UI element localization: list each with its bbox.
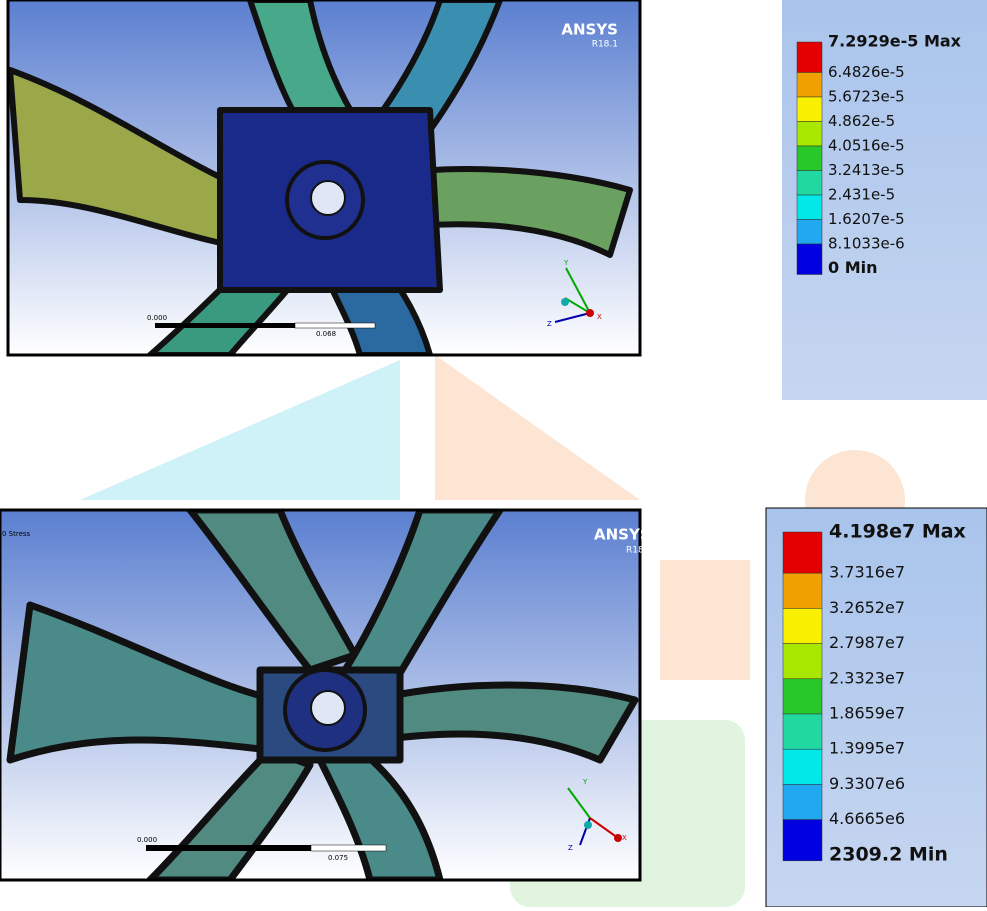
- legend-band: [797, 122, 822, 147]
- legend-band: [783, 644, 822, 679]
- screenshot: ANSYS R18.1 0.000 0.068 Y Z X 7.2929e-5 …: [0, 0, 987, 907]
- legend-band: [783, 608, 822, 643]
- legend-band: [797, 195, 822, 220]
- legend-band: [797, 42, 822, 73]
- legend-band: [783, 820, 822, 861]
- brand: ANSYS: [594, 526, 651, 544]
- legend-band: [783, 749, 822, 784]
- legend-band: [797, 220, 822, 245]
- legend-band: [797, 73, 822, 98]
- legend-label: 3.2413e-5: [828, 161, 905, 179]
- legend-band: [797, 171, 822, 196]
- legend-label: 0 Min: [828, 258, 878, 277]
- legend-label: 3.2652e7: [829, 598, 905, 617]
- scale-start: 0.000: [137, 836, 157, 844]
- legend-band: [783, 714, 822, 749]
- legend-label: 1.3995e7: [829, 739, 905, 758]
- legend-label: 3.7316e7: [829, 563, 905, 582]
- legend-label: 2309.2 Min: [829, 843, 948, 865]
- scale-end: 0.075: [328, 854, 348, 862]
- axis-label: X: [622, 834, 627, 842]
- legend-label: 2.7987e7: [829, 633, 905, 652]
- brand: ANSYS: [561, 21, 618, 39]
- legend-label: 6.4826e-5: [828, 63, 905, 81]
- legend-band: [797, 97, 822, 122]
- legend-label: 9.3307e6: [829, 774, 905, 793]
- legend-band: [783, 679, 822, 714]
- legend-label: 7.2929e-5 Max: [828, 32, 962, 51]
- legend-label: 4.0516e-5: [828, 137, 905, 155]
- legend-label: 4.862e-5: [828, 112, 895, 130]
- legend-label: 1.6207e-5: [828, 210, 905, 228]
- result-title: 0 Stress: [2, 530, 31, 538]
- axis-label: Z: [547, 320, 552, 328]
- legend-band: [797, 244, 822, 275]
- render-view: [0, 510, 640, 880]
- axis-label: Y: [563, 259, 569, 267]
- legend-label: 5.6723e-5: [828, 88, 905, 106]
- render-view: [8, 0, 640, 355]
- axis-label: Z: [568, 844, 573, 852]
- legend-band: [783, 532, 822, 573]
- legend-band: [783, 784, 822, 819]
- legend-label: 4.198e7 Max: [829, 521, 966, 543]
- legend-label: 1.8659e7: [829, 704, 905, 723]
- legend-label: 2.431e-5: [828, 186, 895, 204]
- scale-start: 0.000: [147, 314, 167, 322]
- version: R18.1: [592, 40, 618, 50]
- scale-end: 0.068: [316, 330, 336, 338]
- legend-label: 2.3323e7: [829, 668, 905, 687]
- legend-label: 8.1033e-6: [828, 235, 905, 253]
- legend-band: [797, 146, 822, 171]
- axis-label: X: [597, 313, 602, 321]
- axis-label: Y: [582, 778, 588, 786]
- legend-label: 4.6665e6: [829, 809, 905, 828]
- legend-band: [783, 573, 822, 608]
- version: R18: [626, 546, 644, 556]
